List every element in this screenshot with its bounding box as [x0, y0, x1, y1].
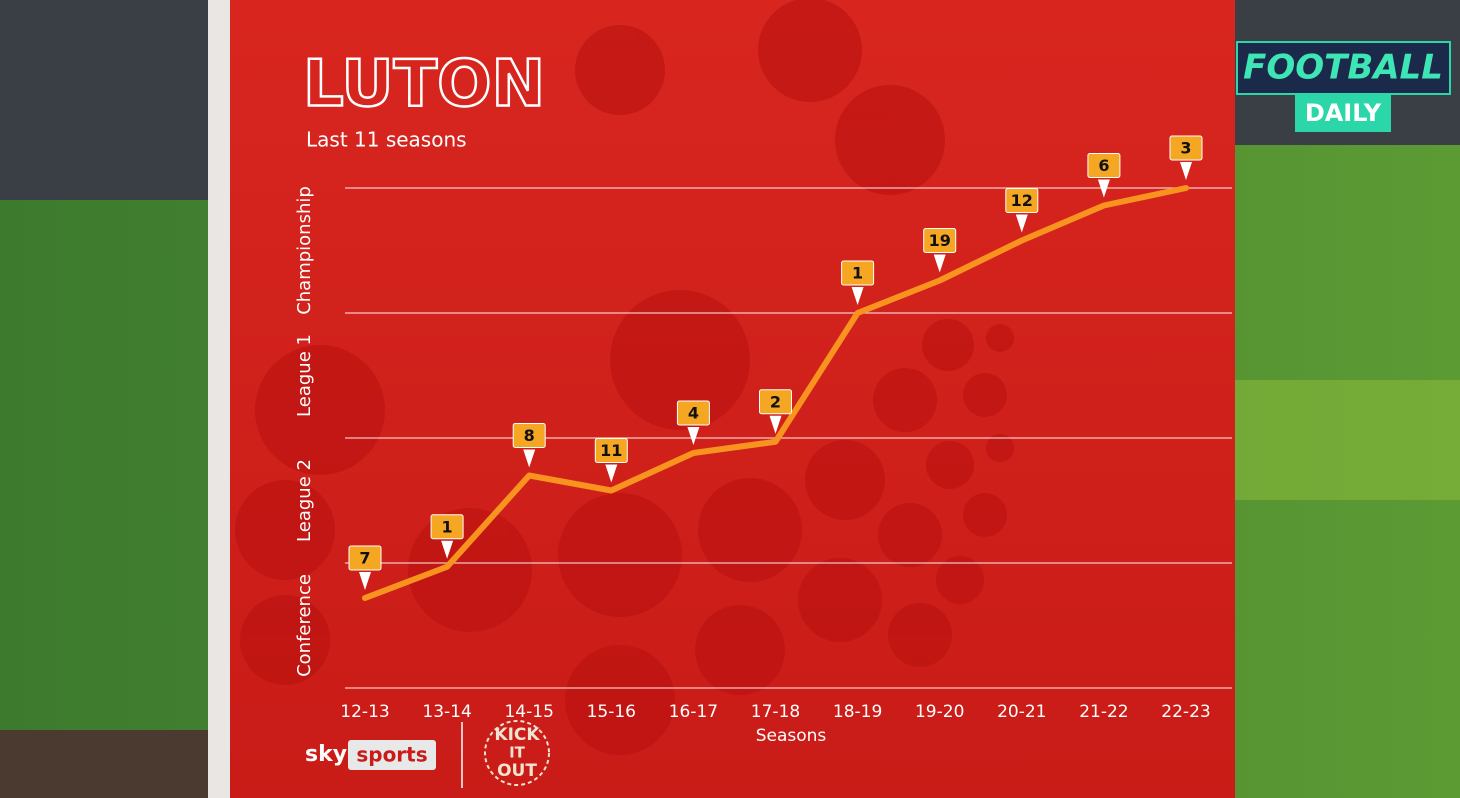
pin	[851, 287, 864, 305]
show-logo-box	[1236, 41, 1451, 95]
position-label: 3	[1180, 139, 1191, 158]
x-tick-label: 12-13	[340, 702, 389, 722]
broadcaster-box	[348, 740, 436, 770]
crowd	[0, 730, 210, 798]
x-tick-label: 15-16	[587, 702, 636, 722]
pin	[769, 415, 782, 434]
pin	[933, 254, 946, 273]
y-tick-label: League 2	[294, 459, 315, 542]
position-badge	[759, 389, 792, 415]
position-badge	[841, 260, 875, 286]
position-badge	[1169, 135, 1203, 161]
show-logo: FOOTBALL	[1243, 48, 1443, 88]
broadcaster: sky	[305, 742, 347, 767]
x-axis-label: Seasons	[756, 726, 827, 746]
position-label: 2	[770, 392, 781, 411]
x-tick-label: 19-20	[915, 702, 964, 722]
series-line	[362, 185, 1189, 601]
x-tick-label: 16-17	[669, 702, 718, 722]
position-label: 7	[359, 549, 370, 568]
pin	[687, 427, 700, 445]
x-tick-label: 13-14	[422, 702, 471, 722]
position-label: 1	[852, 264, 863, 283]
pin	[1180, 162, 1192, 180]
show-sub: DAILY	[1305, 99, 1382, 127]
position-badge	[1005, 188, 1039, 213]
y-tick-label: Conference	[294, 574, 315, 677]
pin	[1097, 179, 1110, 198]
position-label: 11	[600, 441, 622, 460]
x-tick-label: 17-18	[751, 702, 800, 722]
position-label: 4	[688, 404, 699, 423]
x-tick-label: 14-15	[504, 702, 553, 722]
position-badge	[1087, 153, 1121, 178]
position-badge	[512, 423, 546, 448]
position-label: 1	[442, 517, 453, 536]
y-tick-label: Championship	[294, 186, 315, 315]
stand-left	[0, 0, 210, 200]
chart-title: LUTON	[303, 48, 545, 122]
y-tick-label: League 1	[294, 334, 315, 417]
position-label: 8	[524, 426, 535, 445]
x-tick-label: 18-19	[833, 702, 882, 722]
pin	[1015, 214, 1028, 233]
position-badge	[594, 438, 628, 463]
campaign-line: IT	[509, 744, 526, 762]
x-tick-label: 20-21	[997, 702, 1046, 722]
panel-edge	[208, 0, 232, 798]
position-badge	[348, 545, 382, 571]
pin	[523, 449, 536, 468]
pin	[605, 464, 618, 483]
pin	[441, 540, 454, 559]
decor-dots	[235, 0, 1014, 755]
position-badge	[676, 400, 710, 426]
chart-subtitle: Last 11 seasons	[306, 128, 467, 152]
position-badge	[430, 514, 464, 540]
position-badge	[923, 228, 957, 253]
campaign-line: OUT	[497, 761, 537, 781]
position-label: 19	[929, 231, 951, 250]
x-tick-label: 22-23	[1161, 702, 1210, 722]
campaign-ring	[484, 720, 550, 786]
broadcaster-sub: sports	[356, 743, 427, 767]
show-sub-box	[1295, 94, 1391, 132]
position-label: 6	[1098, 156, 1109, 175]
position-label: 12	[1011, 191, 1033, 210]
campaign-line: KICK	[494, 725, 540, 745]
x-tick-label: 21-22	[1079, 702, 1128, 722]
pin	[359, 572, 371, 590]
sunlit-turf	[1235, 380, 1460, 500]
